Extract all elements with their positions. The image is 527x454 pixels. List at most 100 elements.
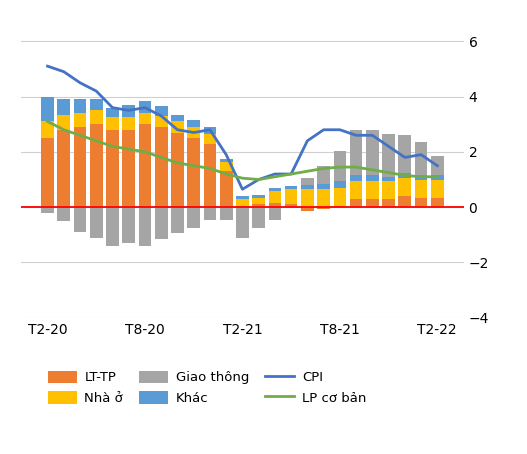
Bar [415,142,427,175]
Bar [90,110,103,124]
Bar [155,106,168,116]
Bar [203,134,216,143]
Bar [382,134,395,177]
Bar [41,122,54,138]
Bar [155,207,168,239]
Bar [139,113,151,124]
Bar [188,127,200,138]
Bar [188,207,200,228]
Bar [252,204,265,207]
Bar [382,177,395,181]
Bar [122,105,135,117]
Bar [350,199,363,207]
Bar [252,207,265,228]
Bar [285,204,297,207]
Bar [415,175,427,179]
Bar [431,179,444,197]
Bar [334,181,346,188]
Bar [220,171,232,207]
Bar [122,117,135,130]
Bar [57,114,70,130]
Bar [236,199,249,206]
Bar [301,207,314,211]
Bar [269,207,281,220]
Bar [334,150,346,181]
Bar [366,130,379,175]
Bar [171,122,184,133]
Bar [203,207,216,220]
Bar [74,99,86,113]
Bar [334,188,346,206]
Bar [74,113,86,127]
Bar [90,207,103,237]
Bar [139,101,151,113]
Bar [106,207,119,246]
Bar [382,199,395,207]
Bar [285,189,297,204]
Bar [350,181,363,199]
Bar [366,175,379,181]
Bar [203,127,216,134]
Bar [382,181,395,199]
Bar [317,184,330,189]
Bar [90,124,103,207]
Bar [317,189,330,207]
Bar [74,127,86,207]
Bar [301,178,314,185]
Bar [431,156,444,175]
Bar [41,97,54,122]
Bar [431,175,444,179]
Legend: LT-TP, Nhà ở, Giao thông, Khác, CPI, LP cơ bản: LT-TP, Nhà ở, Giao thông, Khác, CPI, LP … [41,364,373,411]
Bar [236,196,249,199]
Bar [350,175,363,181]
Bar [317,207,330,208]
Bar [41,207,54,213]
Bar [285,187,297,189]
Bar [334,206,346,207]
Bar [350,130,363,175]
Bar [41,138,54,207]
Bar [415,179,427,197]
Bar [317,166,330,184]
Bar [269,203,281,207]
Bar [57,207,70,221]
Bar [106,117,119,130]
Bar [122,207,135,243]
Bar [139,124,151,207]
Bar [171,114,184,122]
Bar [90,99,103,110]
Bar [415,197,427,207]
Bar [366,199,379,207]
Bar [74,207,86,232]
Bar [252,195,265,197]
Bar [220,159,232,162]
Bar [139,207,151,246]
Bar [57,130,70,207]
Bar [301,185,314,189]
Bar [122,130,135,207]
Bar [171,207,184,233]
Bar [398,135,411,173]
Bar [269,188,281,191]
Bar [220,207,232,220]
Bar [236,206,249,207]
Bar [301,189,314,207]
Bar [398,173,411,178]
Bar [155,127,168,207]
Bar [188,120,200,127]
Bar [366,181,379,199]
Bar [155,116,168,127]
Bar [171,133,184,207]
Bar [236,207,249,237]
Bar [269,191,281,203]
Bar [57,99,70,114]
Bar [220,162,232,171]
Bar [431,197,444,207]
Bar [188,138,200,207]
Bar [398,196,411,207]
Bar [106,130,119,207]
Bar [398,178,411,196]
Bar [252,197,265,204]
Bar [203,143,216,207]
Bar [106,108,119,117]
